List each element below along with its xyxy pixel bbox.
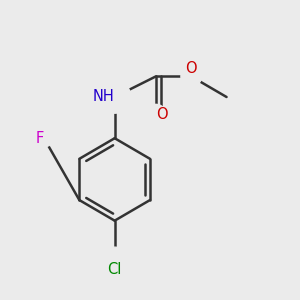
Text: O: O	[185, 61, 197, 76]
Circle shape	[100, 247, 129, 277]
Text: O: O	[156, 107, 167, 122]
Text: Cl: Cl	[107, 262, 122, 277]
Circle shape	[98, 81, 131, 113]
Text: NH: NH	[93, 89, 115, 104]
Circle shape	[181, 66, 202, 87]
Text: F: F	[36, 131, 44, 146]
Circle shape	[35, 129, 53, 147]
Circle shape	[146, 104, 166, 125]
